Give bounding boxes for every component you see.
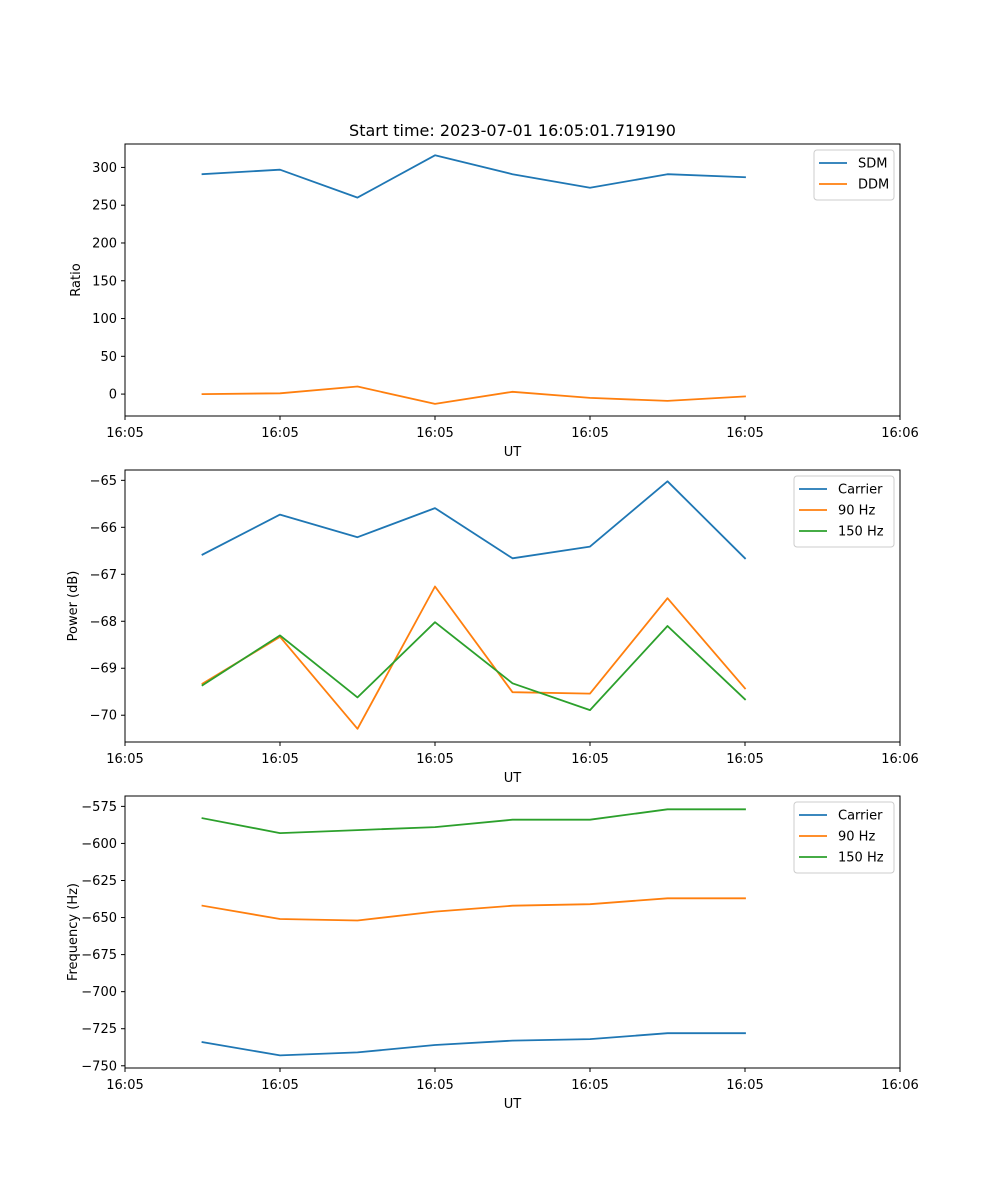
legend-label: 150 Hz: [838, 851, 884, 866]
x-tick-label: 16:06: [881, 426, 918, 441]
x-axis-label: UT: [504, 771, 522, 786]
y-tick-label: 100: [92, 312, 117, 327]
legend: SDM DDM: [813, 149, 895, 201]
x-tick-label: 16:05: [416, 1078, 453, 1093]
x-tick-label: 16:05: [416, 426, 453, 441]
x-tick-label: 16:05: [261, 426, 298, 441]
y-tick-label: 150: [92, 274, 117, 289]
y-tick-label: −575: [81, 800, 117, 815]
y-tick-label: −68: [90, 615, 117, 630]
legend-label: DDM: [858, 178, 889, 193]
series-line-150-hz: [201, 808, 746, 834]
y-tick-label: −625: [81, 874, 117, 889]
y-axis-label: Power (dB): [66, 571, 81, 642]
series-line-150-hz: [201, 621, 747, 711]
y-tick-label: −600: [81, 837, 117, 852]
legend-label: Carrier: [838, 483, 883, 498]
y-tick-label: 300: [92, 161, 117, 176]
y-tick-label: −700: [81, 985, 117, 1000]
x-tick-label: 16:05: [726, 752, 763, 767]
figure-title: Start time: 2023-07-01 16:05:01.719190: [349, 121, 676, 140]
y-axis-label: Ratio: [69, 263, 84, 296]
legend-label: 90 Hz: [838, 830, 875, 845]
y-tick-label: −69: [90, 662, 117, 677]
y-tick-label: 50: [100, 350, 117, 365]
legend-label: Carrier: [838, 809, 883, 824]
legend: Carrier 90 Hz 150 Hz: [793, 801, 895, 874]
y-tick-label: 0: [109, 388, 117, 403]
x-tick-label: 16:05: [106, 752, 143, 767]
y-tick-label: −750: [81, 1059, 117, 1074]
x-tick-label: 16:05: [261, 1078, 298, 1093]
legend-label: 90 Hz: [838, 504, 875, 519]
axes-frame: [124, 469, 901, 743]
x-tick-label: 16:05: [571, 1078, 608, 1093]
y-tick-label: −650: [81, 911, 117, 926]
x-tick-label: 16:06: [881, 1078, 918, 1093]
y-tick-label: 200: [92, 236, 117, 251]
x-axis-label: UT: [504, 445, 522, 460]
legend: Carrier 90 Hz 150 Hz: [793, 475, 895, 548]
legend-box: [793, 801, 895, 874]
series-line-90-hz: [201, 897, 746, 922]
x-tick-label: 16:05: [106, 1078, 143, 1093]
subplot-3: 16:05 16:05 16:05 16:05 16:05 16:06 −750 −725 −7…: [66, 795, 919, 1112]
subplot-1: 16:05 16:05 16:05 16:05 16:05 16:06 0 50 100 150 2…: [69, 143, 919, 460]
series-line-90-hz: [201, 585, 747, 730]
x-tick-label: 16:05: [106, 426, 143, 441]
axes-frame: [124, 143, 901, 417]
y-tick-label: −67: [90, 568, 117, 583]
y-tick-label: −675: [81, 948, 117, 963]
x-tick-label: 16:05: [726, 426, 763, 441]
series-line-carrier: [201, 1032, 746, 1057]
x-tick-label: 16:05: [571, 426, 608, 441]
x-tick-label: 16:05: [261, 752, 298, 767]
y-axis-label: Frequency (Hz): [66, 883, 81, 981]
y-tick-label: −725: [81, 1022, 117, 1037]
legend-box: [793, 475, 895, 548]
y-tick-label: −65: [90, 474, 117, 489]
x-tick-label: 16:05: [571, 752, 608, 767]
x-axis-label: UT: [504, 1097, 522, 1112]
y-tick-label: −66: [90, 521, 117, 536]
axes-frame: [124, 795, 901, 1069]
legend-label: SDM: [858, 157, 887, 172]
subplot-2: 16:05 16:05 16:05 16:05 16:05 16:06 −70 −69 −68 −…: [66, 469, 919, 786]
legend-label: 150 Hz: [838, 525, 884, 540]
x-tick-label: 16:05: [416, 752, 453, 767]
x-tick-label: 16:06: [881, 752, 918, 767]
series-line-ddm: [201, 385, 746, 405]
series-line-sdm: [201, 154, 746, 199]
plots: 16:05 16:05 16:05 16:05 16:05 16:06 0 50 100 150 2…: [66, 143, 919, 1112]
y-tick-label: 250: [92, 199, 117, 214]
series-line-carrier: [201, 480, 747, 560]
y-tick-label: −70: [90, 709, 117, 724]
x-tick-label: 16:05: [726, 1078, 763, 1093]
